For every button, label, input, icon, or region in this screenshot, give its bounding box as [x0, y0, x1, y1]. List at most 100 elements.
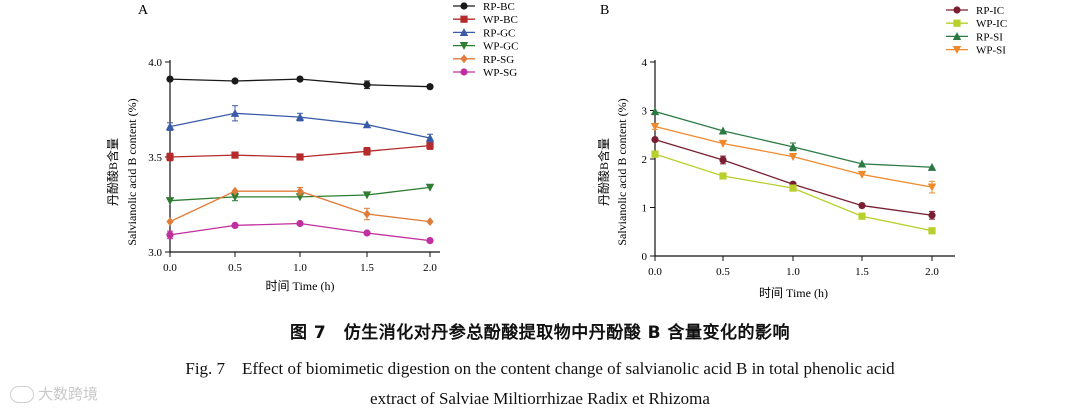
panel-a-series-wp-bc-point [363, 147, 371, 155]
panel-a-series-wp-sg [166, 219, 434, 245]
legend-label: RP-BC [483, 1, 515, 13]
panel-a-series-wp-gc-point [230, 193, 240, 202]
panel-a-chart: A 3.0 3.5 4.0 0.0 0.5 1.0 1.5 2.0 时间 Time (h) Salv… [105, 1, 518, 293]
watermark-text: 大数跨境 [38, 385, 99, 403]
panel-b-series-rp-ic [651, 136, 936, 220]
panel-a-series-rp-sg-point [363, 209, 371, 219]
panel-a-x-tick-label: 2.0 [423, 262, 437, 274]
panel-b-legend-item-wp-ic: WP-IC [946, 18, 1007, 30]
panel-a-series-rp-bc-point [231, 77, 239, 85]
figure-caption-english-line2: extract of Salviae Miltiorrhizae Radix e… [370, 389, 710, 408]
panel-a-series-wp-sg-point [296, 219, 304, 228]
legend-label: WP-SG [483, 67, 517, 79]
panel-a-series-rp-gc [165, 105, 435, 143]
panel-b-series-rp-si-point [788, 142, 798, 151]
panel-a-series-wp-sg-point [426, 237, 434, 245]
panel-a-series-wp-bc-point [426, 142, 434, 150]
legend-label: RP-SI [976, 31, 1003, 43]
panel-a-series-wp-bc-point [231, 151, 239, 159]
panel-a-y-axis-title-cn: 丹酚酸B含量 [105, 138, 120, 206]
panel-a-legend-item-wp-bc: WP-BC [453, 14, 518, 26]
panel-a-series-rp-bc-point [166, 75, 174, 83]
watermark: 大数跨境 [10, 383, 98, 404]
panel-a-y-tick-label: 4.0 [148, 57, 162, 69]
panel-b-y-tick-label: 2 [642, 154, 648, 166]
legend-label: RP-IC [976, 5, 1004, 17]
panel-b-series-rp-ic-point [651, 136, 659, 144]
legend-swatch-marker [953, 19, 961, 27]
panel-b-x-tick-label: 0.5 [716, 266, 730, 278]
figure-caption-english-line1: Fig. 7 Effect of biomimetic digestion on… [185, 359, 895, 378]
panel-a-legend-item-wp-gc: WP-GC [453, 41, 518, 53]
panel-a-series-rp-bc-point [426, 83, 434, 91]
panel-b-series-rp-si [650, 107, 937, 171]
panel-a-label: A [138, 3, 149, 18]
panel-a-series-rp-gc-point [230, 108, 240, 117]
panel-a-y-tick-label: 3.5 [148, 152, 162, 164]
panel-a-series-wp-bc-point [166, 153, 174, 161]
panel-a-x-axis-title: 时间 Time (h) [266, 279, 335, 293]
panel-b-series-wp-si-point [718, 139, 728, 148]
panel-b-y-tick-label: 4 [642, 57, 648, 69]
panel-a-series-rp-sg-point [296, 186, 304, 196]
panel-b-series-wp-ic-point [789, 184, 797, 192]
panel-b-series-rp-ic-point [858, 201, 866, 210]
legend-swatch-marker [952, 46, 962, 54]
panel-a-x-tick-label: 1.5 [360, 262, 374, 274]
panel-b-series-wp-si-point [788, 152, 798, 161]
panel-b-x-tick-label: 1.0 [786, 266, 800, 278]
legend-swatch-marker [459, 28, 469, 36]
panel-b-y-tick-label: 1 [642, 203, 648, 215]
panel-a-series-rp-gc-point [362, 120, 372, 129]
panel-a-x-tick-label: 0.5 [228, 262, 242, 274]
panel-a-x-tick-label: 1.0 [293, 262, 307, 274]
panel-b-series-rp-si-point [927, 162, 937, 171]
panel-b-y-tick-label: 3 [642, 106, 648, 118]
panel-a-legend-item-wp-sg: WP-SG [453, 67, 517, 79]
legend-label: RP-GC [483, 27, 515, 39]
panel-a-y-axis-title: Salvianolic acid B content (%) [125, 98, 139, 245]
panel-a-series-rp-bc-point [363, 81, 371, 89]
panel-b-x-tick-label: 2.0 [925, 266, 939, 278]
panel-b-x-tick-label: 0.0 [648, 266, 662, 278]
panel-a-series-wp-bc-point [296, 153, 304, 161]
panel-b-y-axis-title: Salvianolic acid B content (%) [615, 98, 629, 245]
legend-label: WP-GC [483, 41, 518, 53]
panel-b-y-tick-label: 0 [642, 251, 648, 263]
panel-b-series-rp-si-point [718, 126, 728, 135]
panel-a-y-tick-label: 3.0 [148, 247, 162, 259]
panel-b-series-wp-ic [651, 150, 936, 235]
panel-b-legend-item-rp-ic: RP-IC [946, 5, 1004, 17]
panel-b-series-wp-ic-point [651, 150, 659, 158]
panel-a-series-rp-gc-point [425, 133, 435, 142]
legend-label: RP-SG [483, 54, 514, 66]
panel-b-y-axis-title-cn: 丹酚酸B含量 [596, 138, 611, 206]
legend-swatch-marker [460, 68, 468, 76]
figure-caption-chinese: 图 7 仿生消化对丹参总酚酸提取物中丹酚酸 B 含量变化的影响 [289, 323, 791, 343]
panel-a-series-wp-sg-point [231, 221, 239, 229]
panel-b-series-rp-ic-point [719, 156, 727, 164]
panel-b-series-wp-si [650, 122, 937, 194]
panel-b-series-wp-ic-point [928, 227, 936, 235]
legend-swatch-marker [952, 32, 962, 40]
panel-a-legend-item-rp-sg: RP-SG [453, 54, 514, 66]
panel-a-series-rp-gc-point [295, 112, 305, 121]
panel-a-series-rp-sg-point [231, 186, 239, 196]
panel-b-legend-item-rp-si: RP-SI [946, 31, 1003, 43]
panel-a-series-wp-sg-point [363, 229, 371, 237]
panel-b-series-rp-ic-point [928, 211, 936, 219]
panel-a-series-rp-gc-point [165, 122, 175, 131]
legend-swatch-marker [460, 54, 468, 64]
panel-a-series-wp-gc-point [165, 197, 175, 206]
legend-swatch-marker [459, 42, 469, 50]
panel-a-series-wp-gc-point [362, 191, 372, 200]
panel-a-series-rp-sg-point [426, 217, 434, 226]
panel-a-legend-item-rp-bc: RP-BC [453, 1, 515, 13]
panel-b-series-wp-si-point [857, 170, 867, 179]
panel-a-series-wp-bc [166, 141, 434, 162]
legend-label: WP-SI [976, 45, 1006, 57]
watermark-logo-icon [10, 386, 34, 403]
